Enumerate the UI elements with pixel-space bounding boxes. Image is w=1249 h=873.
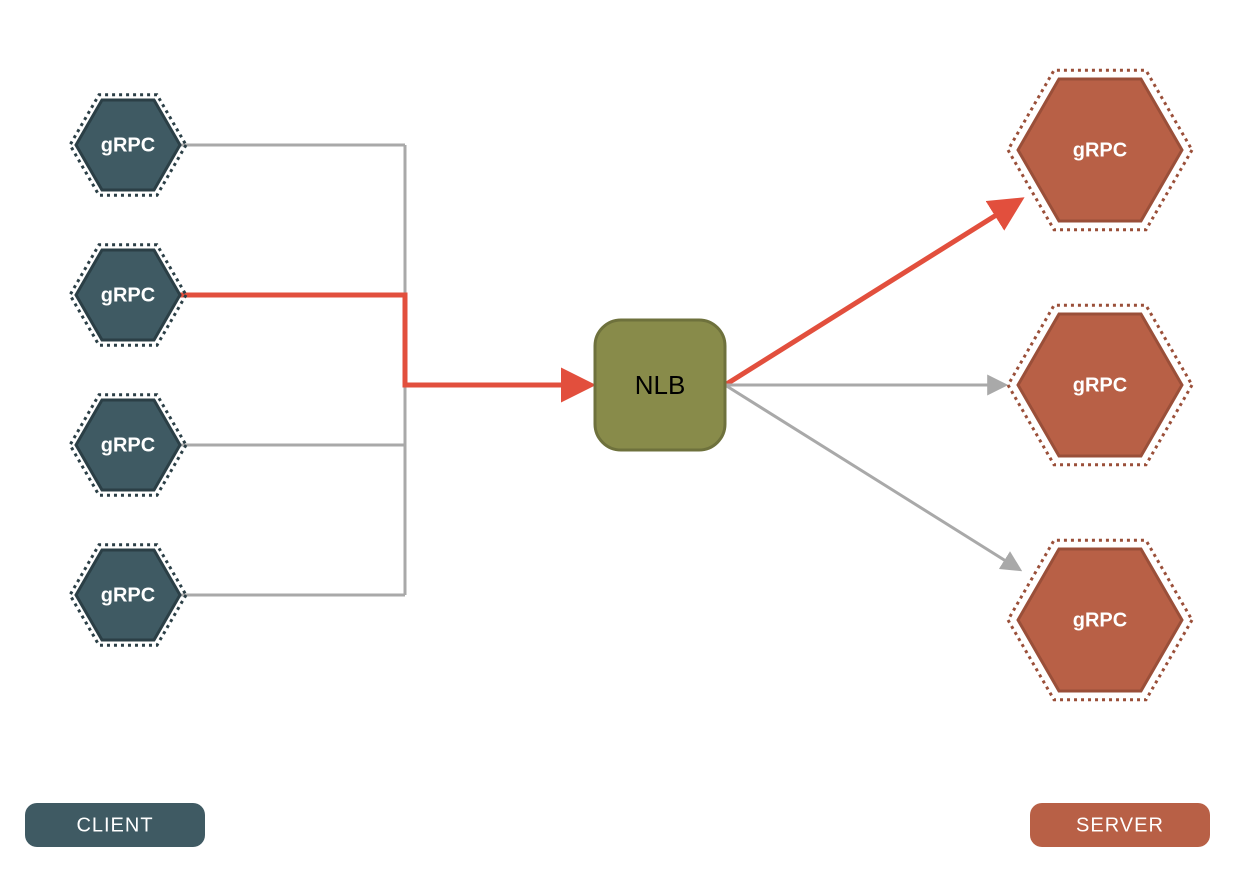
client-node-3-label: gRPC: [101, 584, 155, 606]
client-node-2: gRPC: [70, 395, 186, 495]
client-node-1: gRPC: [70, 245, 186, 345]
server-node-1: gRPC: [1008, 305, 1192, 464]
footer-server-badge: SERVER: [1030, 803, 1210, 847]
server-node-1-label: gRPC: [1073, 374, 1127, 396]
footer-client-badge: CLIENT: [25, 803, 205, 847]
nlb-label: NLB: [635, 370, 686, 400]
client-node-1-label: gRPC: [101, 284, 155, 306]
edge-nlb-to-server-2: [725, 385, 1019, 569]
edge-nlb-to-server-0: [725, 201, 1019, 385]
client-node-3: gRPC: [70, 545, 186, 645]
footer-client-badge-label: CLIENT: [76, 814, 153, 836]
client-node-0-label: gRPC: [101, 134, 155, 156]
client-node-2-label: gRPC: [101, 434, 155, 456]
server-node-2-label: gRPC: [1073, 609, 1127, 631]
nlb-node: NLB: [595, 320, 725, 450]
server-node-0: gRPC: [1008, 70, 1192, 229]
client-node-0: gRPC: [70, 95, 186, 195]
server-node-0-label: gRPC: [1073, 139, 1127, 161]
edge-highlighted-client-to-nlb: [180, 295, 589, 385]
server-node-2: gRPC: [1008, 540, 1192, 699]
footer-server-badge-label: SERVER: [1076, 814, 1164, 836]
